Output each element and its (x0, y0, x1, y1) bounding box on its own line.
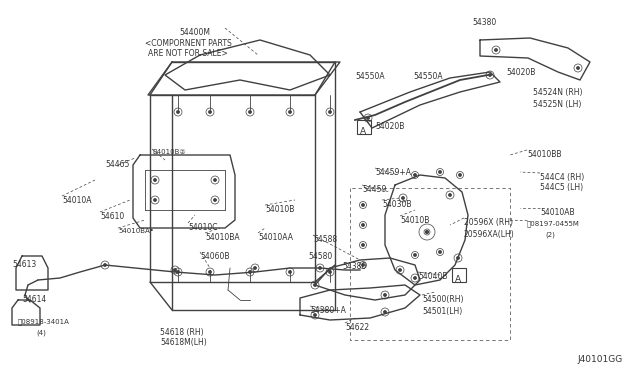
Circle shape (249, 271, 251, 273)
Circle shape (577, 67, 579, 69)
Text: 20596XA(LH): 20596XA(LH) (464, 230, 515, 239)
Text: 54380: 54380 (472, 18, 496, 27)
Text: 544C5 (LH): 544C5 (LH) (540, 183, 583, 192)
Circle shape (489, 74, 492, 76)
Circle shape (495, 49, 497, 51)
Circle shape (426, 231, 428, 233)
Circle shape (314, 314, 316, 316)
Circle shape (399, 269, 401, 271)
Circle shape (209, 271, 211, 273)
Text: 54610: 54610 (100, 212, 124, 221)
Text: 54010C: 54010C (188, 223, 218, 232)
Text: 54010BB: 54010BB (527, 150, 561, 159)
Circle shape (414, 254, 416, 256)
Circle shape (402, 197, 404, 199)
Circle shape (314, 284, 316, 286)
Text: 54550A: 54550A (413, 72, 443, 81)
Text: 54010A: 54010A (62, 196, 92, 205)
Text: 54500(RH): 54500(RH) (422, 295, 463, 304)
Text: 54613: 54613 (12, 260, 36, 269)
Text: A: A (360, 127, 366, 136)
Circle shape (459, 174, 461, 176)
Text: 544C4 (RH): 544C4 (RH) (540, 173, 584, 182)
Circle shape (214, 179, 216, 181)
Text: (2): (2) (545, 232, 555, 238)
Text: J40101GG: J40101GG (577, 355, 623, 364)
Circle shape (154, 179, 156, 181)
Circle shape (329, 111, 332, 113)
Circle shape (384, 311, 386, 313)
Text: 54465: 54465 (106, 160, 130, 169)
Circle shape (362, 244, 364, 246)
Text: 54618 (RH): 54618 (RH) (160, 328, 204, 337)
Text: 54580: 54580 (308, 252, 332, 261)
Circle shape (289, 111, 291, 113)
Circle shape (289, 271, 291, 273)
Text: 54525N (LH): 54525N (LH) (533, 100, 581, 109)
Circle shape (449, 194, 451, 196)
Circle shape (329, 271, 332, 273)
Circle shape (249, 111, 251, 113)
Circle shape (414, 277, 416, 279)
Circle shape (254, 267, 256, 269)
Text: Ⓑ08197-0455M: Ⓑ08197-0455M (527, 220, 580, 227)
Text: 54010B: 54010B (265, 205, 294, 214)
Circle shape (319, 267, 321, 269)
Circle shape (214, 199, 216, 201)
Text: 54501(LH): 54501(LH) (422, 307, 462, 316)
Text: 54459+A: 54459+A (375, 168, 411, 177)
Text: 20596X (RH): 20596X (RH) (464, 218, 513, 227)
Text: 54040B: 54040B (418, 272, 447, 281)
Text: 54060B: 54060B (200, 252, 230, 261)
Text: 54524N (RH): 54524N (RH) (533, 88, 582, 97)
Bar (357, 120, 371, 134)
Circle shape (439, 171, 441, 173)
Circle shape (209, 111, 211, 113)
Bar (452, 268, 466, 282)
Text: 54588: 54588 (313, 235, 337, 244)
Circle shape (104, 264, 106, 266)
Circle shape (362, 264, 364, 266)
Text: 54622: 54622 (345, 323, 369, 332)
Circle shape (457, 257, 460, 259)
Text: 54020B: 54020B (506, 68, 536, 77)
Text: 54614: 54614 (22, 295, 46, 304)
Text: ⓝ08918-3401A: ⓝ08918-3401A (18, 318, 70, 325)
Text: 54400M: 54400M (179, 28, 211, 37)
Text: A: A (455, 275, 461, 284)
Circle shape (414, 174, 416, 176)
Circle shape (177, 271, 179, 273)
Text: 54010AB: 54010AB (540, 208, 575, 217)
Circle shape (367, 117, 369, 119)
Text: 54010B: 54010B (400, 216, 429, 225)
Text: B4010B②: B4010B② (152, 149, 186, 155)
Text: 54030B: 54030B (382, 200, 412, 209)
Circle shape (439, 251, 441, 253)
Circle shape (384, 294, 386, 296)
Text: (4): (4) (36, 330, 46, 337)
Text: 54550A: 54550A (355, 72, 385, 81)
Circle shape (362, 224, 364, 226)
Text: 54010BA•: 54010BA• (118, 228, 154, 234)
Text: 54380+A: 54380+A (310, 306, 346, 315)
Text: 54020B: 54020B (375, 122, 404, 131)
Circle shape (362, 204, 364, 206)
Text: 54380: 54380 (342, 262, 366, 271)
Text: 54459: 54459 (362, 185, 387, 194)
Text: ARE NOT FOR SALE>: ARE NOT FOR SALE> (148, 49, 228, 58)
Circle shape (177, 111, 179, 113)
Circle shape (154, 199, 156, 201)
Text: <COMPORNENT PARTS: <COMPORNENT PARTS (145, 39, 232, 48)
Circle shape (426, 231, 428, 233)
Circle shape (174, 269, 176, 271)
Text: 54010BA: 54010BA (205, 233, 239, 242)
Text: 54010AA: 54010AA (258, 233, 293, 242)
Text: 54618M(LH): 54618M(LH) (160, 338, 207, 347)
